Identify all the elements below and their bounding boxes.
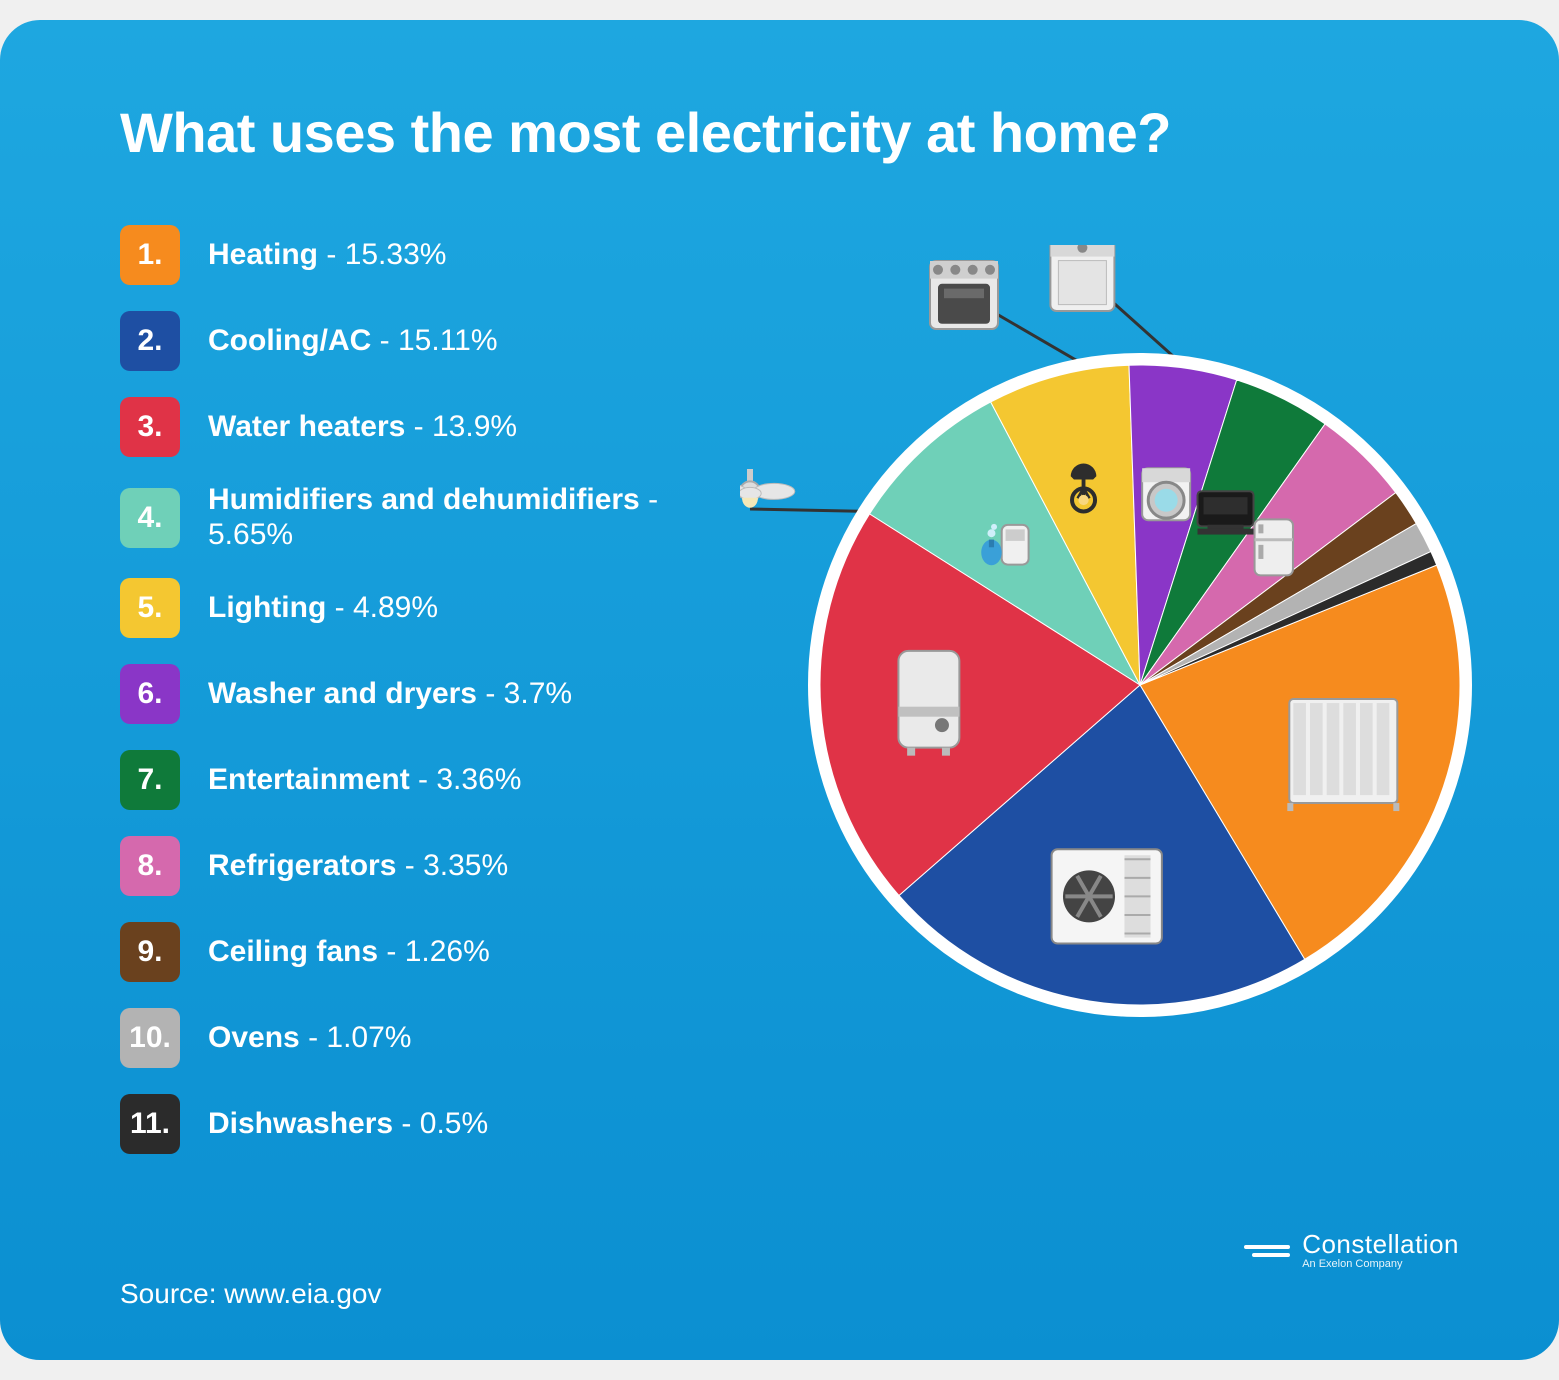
legend-item: 10. Ovens - 1.07% xyxy=(120,1008,700,1068)
legend-item-value: 3.36% xyxy=(436,763,521,796)
legend-item-value: 4.89% xyxy=(353,591,438,624)
legend-item-label: Ceiling fans xyxy=(208,935,378,968)
legend-item-text: Dishwashers - 0.5% xyxy=(208,1107,488,1142)
legend-item-text: Washer and dryers - 3.7% xyxy=(208,677,572,712)
legend-rank-box: 8. xyxy=(120,836,180,896)
infographic-card: What uses the most electricity at home? … xyxy=(0,20,1559,1360)
legend-item-label: Humidifiers and dehumidifiers xyxy=(208,483,640,516)
legend-item-text: Cooling/AC - 15.11% xyxy=(208,324,498,359)
legend-item: 5. Lighting - 4.89% xyxy=(120,578,700,638)
oven-icon xyxy=(930,261,998,329)
radiator-icon xyxy=(1287,699,1399,811)
legend-item-label: Heating xyxy=(208,238,318,271)
legend-item-label: Cooling/AC xyxy=(208,324,371,357)
brand-logo-icon xyxy=(1244,1245,1290,1257)
legend-item-value: 3.7% xyxy=(504,677,572,710)
legend-item-value: 5.65% xyxy=(208,518,293,551)
legend-item: 4. Humidifiers and dehumidifiers - 5.65% xyxy=(120,483,700,552)
legend-rank-box: 9. xyxy=(120,922,180,982)
legend-item: 11. Dishwashers - 0.5% xyxy=(120,1094,700,1154)
washer-icon xyxy=(1142,468,1190,520)
legend-item-label: Entertainment xyxy=(208,763,410,796)
dishwasher-icon xyxy=(1050,245,1114,311)
source-label: Source: www.eia.gov xyxy=(120,1278,381,1310)
legend-item-value: 1.07% xyxy=(326,1021,411,1054)
legend-item-value: 3.35% xyxy=(423,849,508,882)
brand-name: Constellation xyxy=(1302,1231,1459,1257)
content-row: 1. Heating - 15.33% 2. Cooling/AC - 15.11% 3… xyxy=(100,225,1459,1180)
legend-item-value: 15.33% xyxy=(345,238,447,271)
legend-item-text: Humidifiers and dehumidifiers - 5.65% xyxy=(208,483,700,552)
chart-title: What uses the most electricity at home? xyxy=(120,100,1459,165)
legend-item: 7. Entertainment - 3.36% xyxy=(120,750,700,810)
fridge-icon xyxy=(1255,519,1293,575)
legend-rank-box: 3. xyxy=(120,397,180,457)
water-heater-icon xyxy=(898,651,959,756)
legend-rank-box: 5. xyxy=(120,578,180,638)
legend-rank-box: 11. xyxy=(120,1094,180,1154)
legend-item-text: Refrigerators - 3.35% xyxy=(208,849,508,884)
legend-item-value: 15.11% xyxy=(398,324,498,357)
legend-list: 1. Heating - 15.33% 2. Cooling/AC - 15.11% 3… xyxy=(100,225,700,1180)
legend-rank-box: 2. xyxy=(120,311,180,371)
legend-item: 3. Water heaters - 13.9% xyxy=(120,397,700,457)
legend-item-text: Water heaters - 13.9% xyxy=(208,410,517,445)
legend-item-text: Heating - 15.33% xyxy=(208,238,446,273)
ac-unit-icon xyxy=(1052,849,1162,943)
legend-item-text: Ceiling fans - 1.26% xyxy=(208,935,490,970)
legend-item: 2. Cooling/AC - 15.11% xyxy=(120,311,700,371)
legend-item-text: Entertainment - 3.36% xyxy=(208,763,521,798)
legend-rank-box: 1. xyxy=(120,225,180,285)
legend-item-label: Ovens xyxy=(208,1021,308,1054)
legend-item-label: Washer and dryers xyxy=(208,677,477,710)
legend-rank-box: 7. xyxy=(120,750,180,810)
pie-chart xyxy=(740,245,1500,1045)
legend-rank-box: 6. xyxy=(120,664,180,724)
legend-item-value: 0.5% xyxy=(420,1107,488,1140)
legend-item: 1. Heating - 15.33% xyxy=(120,225,700,285)
legend-item: 9. Ceiling fans - 1.26% xyxy=(120,922,700,982)
legend-item-value: 13.9% xyxy=(432,410,517,443)
legend-item-label: Water heaters xyxy=(208,410,405,443)
legend-rank-box: 4. xyxy=(120,488,180,548)
ceiling-fan-icon xyxy=(740,469,795,508)
legend-item-label: Refrigerators xyxy=(208,849,396,882)
legend-item-label: Lighting xyxy=(208,591,326,624)
brand-subtitle: An Exelon Company xyxy=(1302,1259,1459,1270)
legend-item: 6. Washer and dryers - 3.7% xyxy=(120,664,700,724)
legend-item-text: Ovens - 1.07% xyxy=(208,1021,411,1056)
legend-item-label: Dishwashers xyxy=(208,1107,393,1140)
legend-item: 8. Refrigerators - 3.35% xyxy=(120,836,700,896)
legend-rank-box: 10. xyxy=(120,1008,180,1068)
brand-lockup: Constellation An Exelon Company xyxy=(1244,1231,1459,1270)
legend-item-value: 1.26% xyxy=(405,935,490,968)
legend-item-text: Lighting - 4.89% xyxy=(208,591,438,626)
pie-chart-wrap xyxy=(740,225,1500,1180)
